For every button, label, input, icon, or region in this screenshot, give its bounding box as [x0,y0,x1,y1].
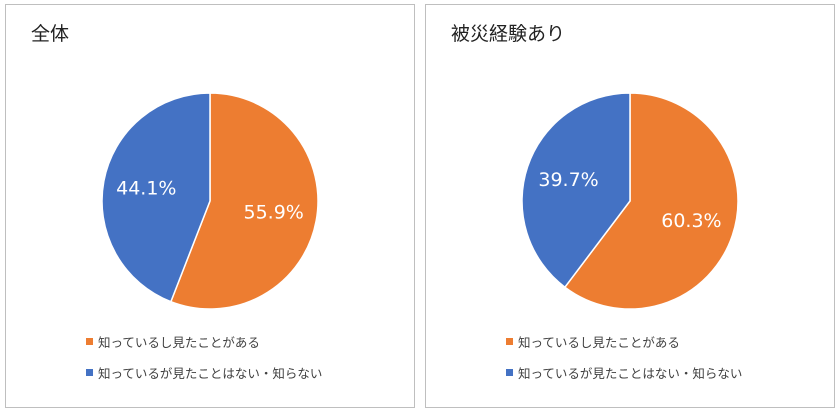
chart-legend: 知っているし見たことがある 知っているが見たことはない・知らない [86,331,322,393]
legend-label: 知っているが見たことはない・知らない [518,365,743,381]
legend-swatch-blue [506,368,513,376]
legend-item-seen: 知っているし見たことがある [86,331,322,351]
pie-chart: 60.3% 39.7% [521,92,739,310]
data-label-not-seen: 44.1% [116,178,176,200]
pie-slice-seen [169,92,319,310]
data-label-seen: 55.9% [244,201,304,223]
data-label-seen: 60.3% [661,210,721,232]
data-label-not-seen: 39.7% [538,169,598,191]
legend-swatch-orange [86,337,93,345]
chart-title: 全体 [31,23,70,45]
chart-title: 被災経験あり [451,23,566,45]
pie-slice-not-seen [521,92,631,289]
legend-label: 知っているし見たことがある [98,334,260,350]
legend-swatch-blue [86,368,93,376]
chart-legend: 知っているし見たことがある 知っているが見たことはない・知らない [506,331,742,393]
legend-swatch-orange [506,337,513,345]
chart-panel-disaster-experienced: 被災経験あり 60.3% 39.7% 知っているし見たことがある 知っているが見た… [425,4,835,408]
pie-slice-seen [563,92,739,310]
legend-item-seen: 知っているし見たことがある [506,331,742,351]
legend-label: 知っているし見たことがある [518,334,680,350]
legend-item-not-seen: 知っているが見たことはない・知らない [86,362,322,382]
pie-chart: 55.9% 44.1% [101,92,319,310]
pie-slice-not-seen [101,92,211,303]
chart-panel-overall: 全体 55.9% 44.1% 知っているし見たことがある 知っているが見たことはな… [5,4,415,408]
legend-item-not-seen: 知っているが見たことはない・知らない [506,362,742,382]
legend-label: 知っているが見たことはない・知らない [98,365,323,381]
